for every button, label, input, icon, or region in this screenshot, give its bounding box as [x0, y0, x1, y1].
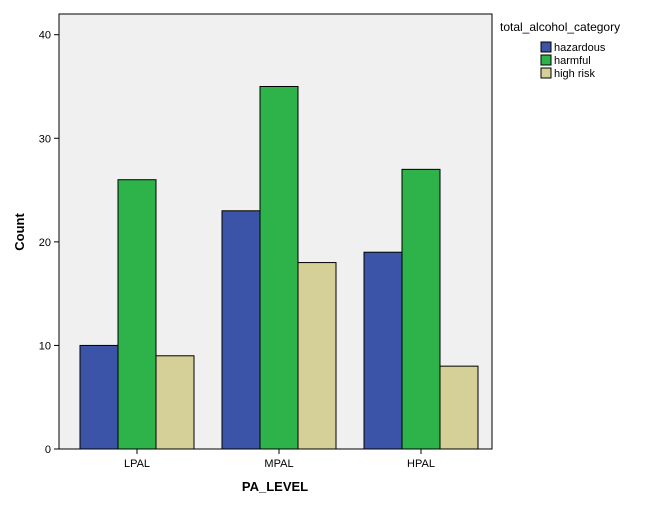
legend-label-high-risk: high risk [554, 68, 595, 80]
y-tick-label: 30 [39, 133, 51, 145]
bar-harmful-hpal [401, 168, 441, 450]
legend-swatch-high-risk [540, 67, 552, 79]
bars-layer [79, 86, 479, 450]
bar-hazardous-lpal [79, 344, 119, 450]
bar-high-risk-lpal [155, 355, 195, 450]
bar-high-risk-mpal [297, 262, 337, 450]
y-tick-label: 40 [39, 30, 51, 42]
x-tick-label: MPAL [264, 458, 293, 470]
x-axis: LPAL MPAL HPAL [124, 449, 435, 470]
legend-label-hazardous: hazardous [554, 42, 606, 54]
y-tick-label: 20 [39, 237, 51, 249]
legend-label-harmful: harmful [554, 55, 591, 67]
legend-title: total_alcohol_category [500, 20, 620, 34]
bar-hazardous-hpal [363, 251, 403, 450]
y-axis: 0 10 20 30 40 [39, 30, 59, 456]
legend-swatch-harmful [540, 54, 552, 66]
bar-hazardous-mpal [221, 210, 261, 450]
y-tick-label: 10 [39, 340, 51, 352]
legend-swatch-hazardous [540, 41, 552, 53]
bar-harmful-lpal [117, 179, 157, 450]
y-axis-title: Count [12, 213, 27, 251]
x-tick-label: HPAL [407, 458, 435, 470]
y-tick-label: 0 [45, 444, 51, 456]
bar-harmful-mpal [259, 86, 299, 450]
legend: total_alcohol_category hazardousharmfulh… [500, 20, 620, 80]
x-axis-title: PA_LEVEL [242, 479, 308, 494]
bar-high-risk-hpal [439, 365, 479, 450]
x-tick-label: LPAL [124, 458, 150, 470]
